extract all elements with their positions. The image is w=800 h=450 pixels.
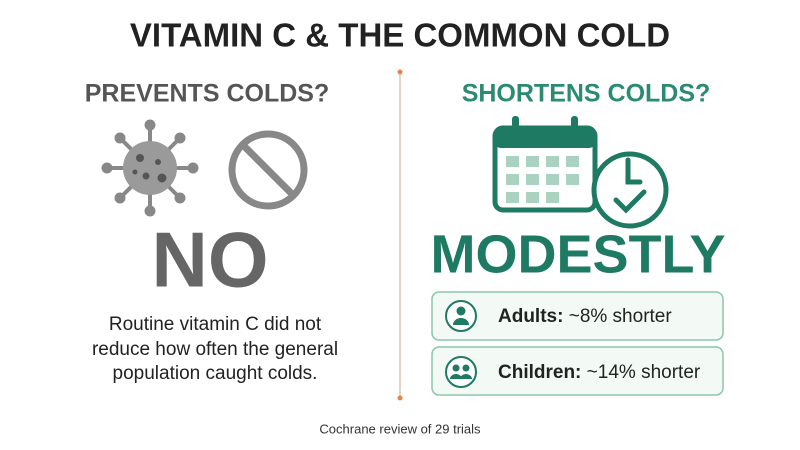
divider-dot (397, 395, 403, 401)
adults-row: Adults: ~8% shorter (431, 291, 724, 341)
row-text: Children: ~14% shorter (498, 362, 701, 383)
children-row: Children: ~14% shorter (431, 346, 724, 396)
group-label: Children: (498, 362, 581, 383)
children-icon (445, 356, 477, 388)
calendar-icon (492, 116, 598, 213)
row-text: Adults: ~8% shorter (498, 306, 672, 327)
adult-icon (445, 300, 477, 332)
group-label: Adults: (498, 306, 563, 327)
right-verdict: MODESTLY (430, 224, 725, 284)
left-text-line: population caught colds. (113, 363, 318, 384)
left-text-line: Routine vitamin C did not (109, 314, 322, 335)
left-verdict: NO (152, 216, 269, 304)
prohibited-icon (228, 130, 308, 210)
effect-label: ~14% shorter (587, 362, 701, 383)
left-heading: PREVENTS COLDS? (85, 80, 329, 108)
title: VITAMIN C & THE COMMON COLD (130, 17, 670, 54)
virus-icon (101, 119, 199, 217)
left-text-line: reduce how often the general (92, 339, 338, 360)
source: Cochrane review of 29 trials (319, 421, 481, 436)
right-heading: SHORTENS COLDS? (462, 80, 711, 108)
clock-icon (591, 151, 669, 229)
effect-label: ~8% shorter (569, 306, 673, 327)
divider-dot (397, 69, 403, 75)
